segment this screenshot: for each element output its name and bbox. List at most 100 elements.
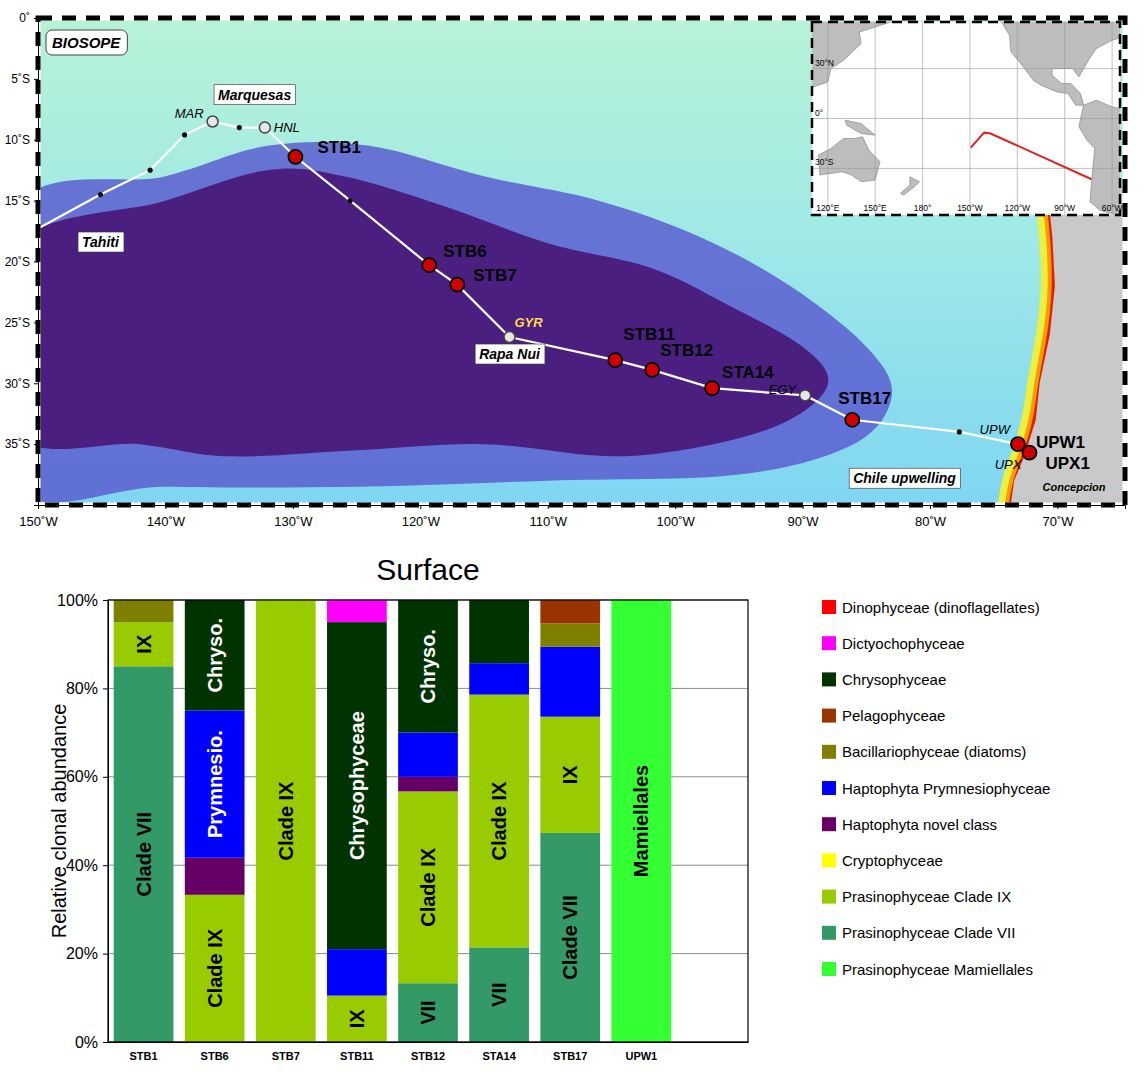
- station-marker: [608, 353, 622, 367]
- tick-label: 130˚W: [274, 514, 313, 529]
- tick-label: STB6: [201, 1050, 229, 1062]
- tick-label: 30˚S: [5, 377, 30, 391]
- place-label: Rapa Nui: [479, 346, 541, 362]
- station-marker: [450, 278, 464, 292]
- segment-label: VII: [488, 982, 510, 1006]
- inset-land: [900, 177, 919, 195]
- bar-segment: [327, 996, 387, 1042]
- tick-mark: [1057, 505, 1058, 509]
- site-label: MAR: [175, 106, 204, 121]
- bar-segment: [398, 600, 458, 733]
- inset-track: [971, 133, 1092, 180]
- tick: 60%: [66, 768, 108, 785]
- tick-label: 40%: [66, 857, 98, 874]
- site-label: EGY: [769, 382, 798, 397]
- tick: 70˚W: [1042, 505, 1074, 529]
- axis-line: [103, 601, 109, 1043]
- tick-label: 150˚W: [19, 514, 58, 529]
- track-point: [957, 429, 962, 434]
- legend-swatch: [822, 817, 836, 831]
- tick: STB1: [129, 1042, 157, 1062]
- tick-label: STB1: [129, 1050, 157, 1062]
- legend-label: Pelagophyceae: [842, 707, 945, 724]
- place-box: [475, 344, 545, 364]
- legend-item: Pelagophyceae: [822, 707, 945, 724]
- tick-mark: [165, 505, 166, 509]
- inset-grid: [812, 168, 1120, 169]
- tick-mark: [34, 383, 38, 384]
- place-label: Tahiti: [82, 234, 120, 250]
- tick: 30˚S: [5, 377, 38, 391]
- bar-segment: [114, 666, 174, 1042]
- tick-label: STB7: [272, 1050, 300, 1062]
- bar-segment: [469, 695, 529, 948]
- tick-mark: [675, 505, 676, 509]
- tick-label: STB17: [553, 1050, 587, 1062]
- tick: 80˚W: [915, 505, 947, 529]
- tick: 80%: [66, 680, 108, 697]
- bar-segment: [327, 600, 387, 622]
- tick-label: 20˚S: [5, 255, 30, 269]
- tick: STB12: [411, 1042, 445, 1062]
- map-frame: [38, 18, 1125, 505]
- station-marker: [845, 413, 859, 427]
- tick: 100%: [57, 592, 108, 609]
- legend-label: Haptophyta novel class: [842, 816, 997, 833]
- legend-item: Haptophyta novel class: [822, 816, 997, 833]
- axis-line: [109, 1042, 749, 1043]
- tick: 130˚W: [274, 505, 313, 529]
- legend-swatch: [822, 709, 836, 723]
- inset-tick-label: 90°W: [1054, 203, 1075, 213]
- tick: STB11: [340, 1042, 374, 1062]
- tick-label: 35˚S: [5, 437, 30, 451]
- inset-tick-label: 30°S: [815, 157, 834, 167]
- bar-segment: [398, 777, 458, 792]
- site-label: HNL: [274, 120, 300, 135]
- site-marker: [504, 331, 515, 342]
- track-point: [348, 198, 353, 203]
- tick: STB6: [201, 1042, 229, 1062]
- y-axis-title: Relative clonal abundance: [48, 704, 70, 939]
- bar-segment: [540, 833, 600, 1042]
- bar-segment: [114, 622, 174, 666]
- tick-mark: [103, 688, 108, 689]
- tick-label: 120˚W: [402, 514, 441, 529]
- segment-label: IX: [133, 634, 155, 654]
- axis-line: [39, 506, 1126, 510]
- segment-label: IX: [559, 765, 581, 785]
- chart-title: Surface: [376, 553, 479, 586]
- tick: 15˚S: [5, 194, 38, 208]
- tick-label: STB11: [340, 1050, 374, 1062]
- inset-tick-label: 150°E: [864, 203, 888, 213]
- tick-label: 5˚S: [11, 72, 30, 86]
- tick-label: 20%: [66, 945, 98, 962]
- tick-mark: [930, 505, 931, 509]
- bar-segment: [469, 663, 529, 694]
- title-box: [46, 30, 127, 55]
- map: STB1STB6STB7STB11STB12STA14STB17UPW1UPX1…: [0, 11, 1144, 529]
- tick: 110˚W: [530, 505, 568, 529]
- station-marker: [288, 150, 302, 164]
- tick-mark: [34, 444, 38, 445]
- grid: [108, 600, 748, 1042]
- station-label: STB7: [473, 266, 516, 285]
- tick-label: 80%: [66, 680, 98, 697]
- tick-label: 0˚: [19, 11, 30, 25]
- legend-label: Prasinophyceae Clade IX: [842, 888, 1011, 905]
- place-label: Concepcion: [1043, 481, 1106, 493]
- segment-label: Clade IX: [488, 781, 510, 861]
- station-marker: [645, 363, 659, 377]
- bar-segment: [398, 791, 458, 983]
- bar-segment: [256, 600, 316, 1042]
- place-box: [78, 232, 124, 252]
- station-label: UPX1: [1045, 454, 1089, 473]
- axis: STB1STB6STB7STB11STB12STA14STB17UPW1: [109, 1042, 749, 1062]
- station-marker: [705, 381, 719, 395]
- segment-label: Mamiellales: [630, 765, 652, 877]
- tick-label: 100˚W: [657, 514, 696, 529]
- legend-label: Chrysophyceae: [842, 671, 946, 688]
- bar-segment: [540, 717, 600, 833]
- bar-segment: [185, 711, 245, 858]
- tick: 100˚W: [657, 505, 696, 529]
- site-label: UPX: [995, 457, 1023, 472]
